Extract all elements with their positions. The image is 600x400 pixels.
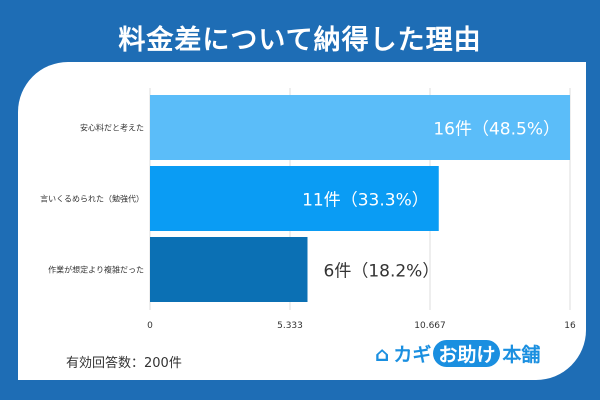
logo-text-post: 本舗 [502, 344, 541, 366]
category-label: 安心料だと考えた [80, 123, 144, 133]
response-count: 有効回答数：200件 [66, 356, 182, 371]
x-tick-label: 5.333 [277, 321, 303, 331]
x-tick-label: 16 [564, 321, 576, 331]
x-tick-label: 0 [147, 321, 153, 331]
house-icon: ⌂ [375, 341, 390, 366]
logo-text-pre: カギ [393, 344, 432, 366]
logo-text-bubble: お助け [433, 340, 501, 367]
bar [150, 166, 439, 231]
x-tick-label: 10.667 [414, 321, 446, 331]
chart-title: 料金差について納得した理由 [118, 25, 482, 56]
brand-logo: ⌂ カギ お助け 本舗 [375, 340, 540, 367]
data-label: 16件（48.5%） [433, 120, 560, 140]
data-label: 6件（18.2%） [324, 262, 440, 282]
bar [150, 95, 570, 160]
data-label: 11件（33.3%） [302, 191, 429, 211]
bar [150, 237, 308, 302]
category-label: 作業が想定より複雑だった [48, 265, 144, 275]
category-label: 言いくるめられた（勉強代） [40, 194, 144, 204]
